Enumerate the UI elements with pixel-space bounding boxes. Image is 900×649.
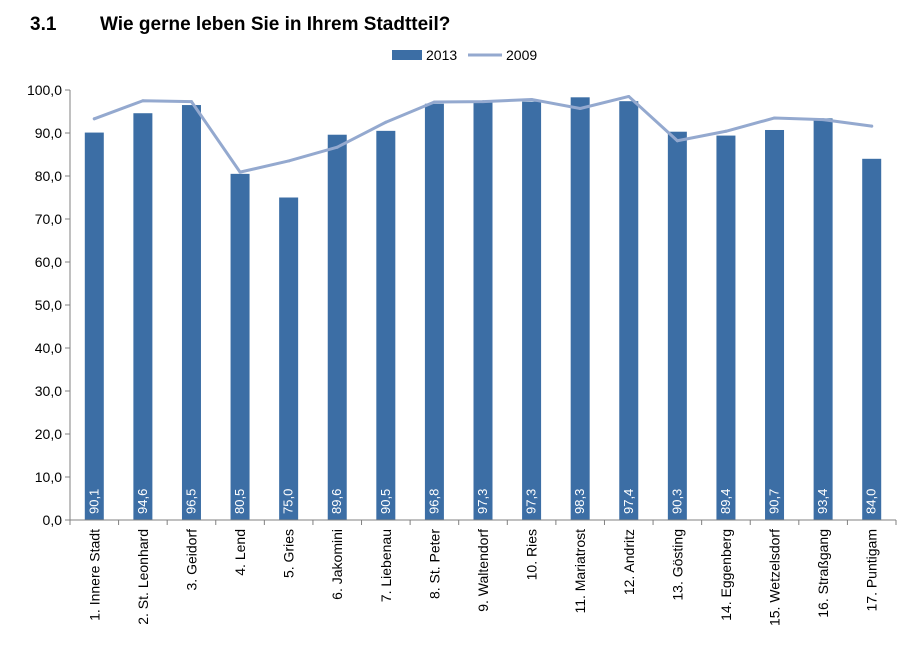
bar-value-label: 97,3 xyxy=(524,489,539,514)
bar-value-label: 80,5 xyxy=(232,489,247,514)
x-category-label: 16. Straßgang xyxy=(815,529,831,618)
bar xyxy=(765,129,785,521)
bar-value-label: 89,4 xyxy=(718,489,733,514)
y-tick-label: 100,0 xyxy=(27,82,62,98)
line-point xyxy=(287,159,291,163)
line-point xyxy=(627,94,631,98)
bar xyxy=(84,132,104,520)
x-category-label: 7. Liebenau xyxy=(378,529,394,602)
y-axis: 0,0 10,0 20,0 30,0 40,0 50,0 60,0 70,0 80,0 90,0 1… xyxy=(27,82,71,528)
bars-2013 xyxy=(84,97,882,521)
line-point xyxy=(870,124,874,128)
x-category-label: 17. Puntigam xyxy=(864,529,880,612)
line-point xyxy=(724,129,728,133)
line-point xyxy=(773,116,777,120)
bar-value-label: 75,0 xyxy=(281,489,296,514)
x-category-label: 5. Gries xyxy=(281,529,297,578)
bar xyxy=(862,158,882,521)
x-category-label: 6. Jakomini xyxy=(329,529,345,600)
bar-value-label: 94,6 xyxy=(135,489,150,514)
y-tick-label: 60,0 xyxy=(35,254,62,270)
bar xyxy=(473,101,493,521)
x-category-label: 2. St. Leonhard xyxy=(135,529,151,625)
line-point xyxy=(675,139,679,143)
x-category-label: 12. Andritz xyxy=(621,529,637,595)
bar-value-label: 90,1 xyxy=(86,489,101,514)
bar-value-label: 98,3 xyxy=(572,489,587,514)
x-category-label: 3. Geidorf xyxy=(183,529,199,591)
line-point xyxy=(92,117,96,121)
x-category-label: 15. Wetzelsdorf xyxy=(767,529,783,626)
bar-value-label: 96,5 xyxy=(183,489,198,514)
line-point xyxy=(189,100,193,104)
x-category-label: 1. Innere Stadt xyxy=(86,529,102,621)
bar-value-label: 84,0 xyxy=(864,489,879,514)
bar xyxy=(376,130,396,520)
bar-value-label: 97,4 xyxy=(621,489,636,514)
bar-value-label: 90,5 xyxy=(378,489,393,514)
y-tick-label: 80,0 xyxy=(35,168,62,184)
bar xyxy=(619,101,639,521)
x-category-label: 4. Lend xyxy=(232,529,248,576)
x-category-label: 11. Mariatrost xyxy=(572,529,588,614)
y-tick-label: 50,0 xyxy=(35,297,62,313)
legend-label-2013: 2013 xyxy=(426,47,457,63)
line-point xyxy=(530,97,534,101)
bar-value-label: 97,3 xyxy=(475,489,490,514)
line-point xyxy=(238,170,242,174)
legend-label-2009: 2009 xyxy=(506,47,537,63)
x-category-label: 13. Gösting xyxy=(669,529,685,601)
x-category-label: 10. Ries xyxy=(524,529,540,580)
bar xyxy=(522,101,542,521)
legend: 2013 2009 xyxy=(392,47,537,63)
bar xyxy=(327,134,347,520)
y-tick-label: 0,0 xyxy=(43,512,63,528)
bar xyxy=(813,118,833,520)
bar-value-labels: 90,1 94,6 96,5 80,5 75,0 89,6 90,5 96,8 97,3 97,3… xyxy=(86,489,878,514)
bar-value-label: 96,8 xyxy=(426,489,441,514)
bar xyxy=(424,103,444,520)
bar-value-label: 93,4 xyxy=(815,489,830,514)
x-axis: 1. Innere Stadt 2. St. Leonhard 3. Geidorf… xyxy=(69,519,897,626)
x-category-label: 8. St. Peter xyxy=(426,529,442,599)
line-point xyxy=(481,100,485,104)
bar xyxy=(181,105,201,521)
line-point xyxy=(384,120,388,124)
legend-swatch-2013 xyxy=(392,50,422,60)
bar-value-label: 90,3 xyxy=(669,489,684,514)
y-tick-label: 20,0 xyxy=(35,426,62,442)
bar xyxy=(667,131,687,520)
bar xyxy=(716,135,736,520)
line-point xyxy=(578,106,582,110)
bar xyxy=(570,97,590,520)
y-tick-label: 70,0 xyxy=(35,211,62,227)
y-tick-label: 40,0 xyxy=(35,340,62,356)
line-point xyxy=(821,118,825,122)
line-point xyxy=(432,100,436,104)
bar xyxy=(279,197,299,520)
x-category-label: 14. Eggenberg xyxy=(718,529,734,621)
x-category-label: 9. Waltendorf xyxy=(475,529,491,612)
bar-value-label: 90,7 xyxy=(767,489,782,514)
section-number: 3.1 xyxy=(30,14,57,35)
bar-value-label: 89,6 xyxy=(329,489,344,514)
line-point xyxy=(335,145,339,149)
bar xyxy=(133,113,153,520)
line-2009 xyxy=(92,94,874,174)
y-tick-label: 30,0 xyxy=(35,383,62,399)
chart-title: Wie gerne leben Sie in Ihrem Stadtteil? xyxy=(100,14,451,35)
y-tick-label: 90,0 xyxy=(35,125,62,141)
y-tick-label: 10,0 xyxy=(35,469,62,485)
line-point xyxy=(141,99,145,103)
bar xyxy=(230,173,250,520)
